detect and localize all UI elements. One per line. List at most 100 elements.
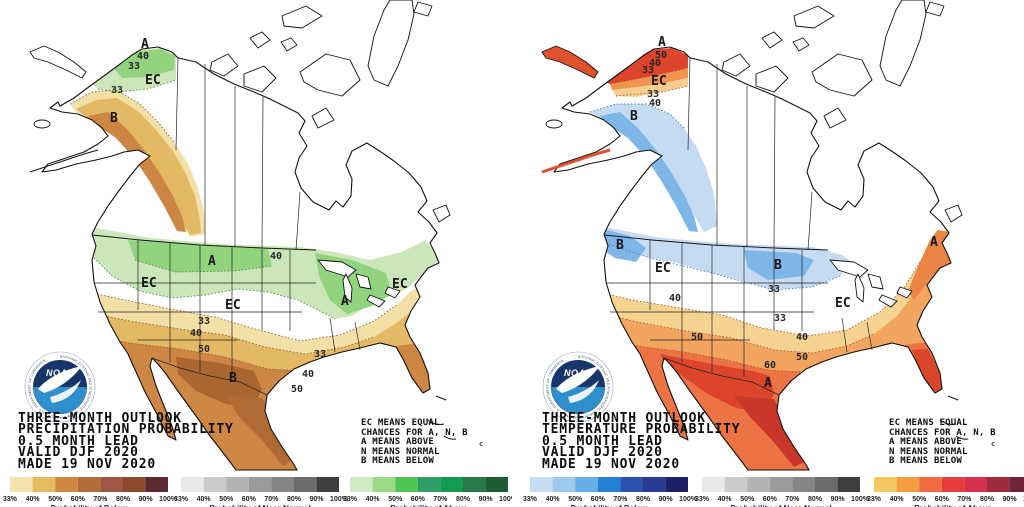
title-line: TEMPERATURE PROBABILITY bbox=[542, 422, 741, 438]
colorbar-tick: 33% bbox=[867, 496, 882, 503]
greenland bbox=[367, 0, 415, 87]
region-label-B: B bbox=[774, 258, 782, 273]
aleutian-chain bbox=[29, 149, 99, 173]
colorbar-tick: 90% bbox=[479, 496, 494, 503]
ak-region-above-core bbox=[112, 49, 175, 78]
contour-label-50: 50 bbox=[691, 332, 703, 343]
colorbar-tick: 80% bbox=[456, 496, 471, 503]
caribbean-islands bbox=[939, 395, 969, 440]
colorbar-tick: 60% bbox=[763, 496, 778, 503]
contour-label-33: 33 bbox=[647, 89, 659, 100]
region-label-A: A bbox=[658, 35, 666, 50]
colorbar-tick: 100% bbox=[330, 496, 349, 503]
noaa-wordmark: NOAA bbox=[46, 368, 75, 378]
interior-borders bbox=[91, 57, 361, 396]
colorbar-tick: 70% bbox=[957, 496, 972, 503]
colorbar-swatch bbox=[271, 477, 294, 492]
title-line: VALID DJF 2020 bbox=[18, 445, 139, 461]
colorbar-tick: 33% bbox=[3, 496, 18, 503]
colorbar-tick: 80% bbox=[980, 496, 995, 503]
region-label-B: B bbox=[110, 111, 118, 126]
title-line: MADE 19 NOV 2020 bbox=[18, 456, 157, 472]
legend-line: N MEANS NORMAL bbox=[361, 446, 440, 457]
colorbar-tick: 50% bbox=[568, 496, 583, 503]
legend-line: CHANCES FOR A, N, B bbox=[361, 427, 468, 438]
colorbar-swatch bbox=[919, 477, 942, 492]
colorbar-swatch bbox=[417, 477, 441, 492]
contour-label-40: 40 bbox=[137, 51, 149, 62]
colorbar-caption: Probability of Near-Normal bbox=[702, 504, 860, 507]
legend-key-block: EC MEANS EQUAL CHANCES FOR A, N, B A MEA… bbox=[361, 418, 468, 467]
temp-map-labels: A 50 40 33 EC 33 40 B B EC B 33 EC 33 40… bbox=[616, 35, 995, 448]
contour-label-33: 33 bbox=[111, 85, 123, 96]
stray-glyph: c bbox=[479, 440, 483, 448]
region-below-core-nd bbox=[744, 250, 814, 280]
great-lakes bbox=[829, 259, 913, 308]
aleutian-chain-warm bbox=[541, 148, 611, 174]
colorbar-swatch bbox=[837, 477, 860, 492]
title-line: 0.5 MONTH LEAD bbox=[18, 433, 139, 449]
colorbar-swatch bbox=[597, 477, 621, 492]
region-label-EC: EC bbox=[392, 277, 408, 292]
colorbar-swatch bbox=[941, 477, 965, 492]
chukotka-warm bbox=[541, 45, 599, 79]
contour-label-40: 40 bbox=[649, 58, 661, 69]
colorbar-swatch bbox=[203, 477, 227, 492]
region-below-core-texas bbox=[176, 357, 262, 407]
colorbar-swatch bbox=[987, 477, 1010, 492]
colorbar-swatch bbox=[769, 477, 793, 492]
title-line: MADE 19 NOV 2020 bbox=[542, 456, 681, 472]
colorbar-swatch bbox=[747, 477, 770, 492]
region-label-EC: EC bbox=[225, 298, 241, 313]
colorbar-tick: 100% bbox=[679, 496, 698, 503]
chukotka bbox=[29, 45, 87, 79]
colorbar-tick: 40% bbox=[366, 496, 381, 503]
contour-label-60: 60 bbox=[764, 360, 776, 371]
ak-region-above-pale bbox=[612, 78, 688, 97]
colorbar-tick: 70% bbox=[613, 496, 628, 503]
islands bbox=[541, 0, 969, 440]
colorbar-caption: Probability of Above bbox=[350, 504, 508, 507]
colorbar-tick: 33% bbox=[174, 496, 189, 503]
contour-label-33: 33 bbox=[642, 65, 654, 76]
region-below-mexico bbox=[225, 395, 293, 466]
colorbar-swatch bbox=[792, 477, 815, 492]
colorbar-swatch bbox=[10, 477, 33, 492]
noaa-logo: NATIONAL OCEANIC AND ATMOSPHERIC ADMINIS… bbox=[24, 351, 96, 423]
colorbar-swatch bbox=[350, 477, 373, 492]
region-label-EC: EC bbox=[651, 74, 667, 89]
colorbar-above: 33% 40% 50% 60% 70% 80% 90% 100% Probabi… bbox=[867, 477, 1024, 507]
colorbar-tick: 50% bbox=[48, 496, 63, 503]
region-above-northeast bbox=[908, 230, 951, 300]
region-above-mexico bbox=[734, 396, 805, 467]
colorbar-below: 33% 40% 50% 60% 70% 80% 90% 100% Probabi… bbox=[523, 477, 698, 507]
caribbean-islands bbox=[427, 395, 457, 440]
colorbar-tick: 50% bbox=[388, 496, 403, 503]
region-label-A: A bbox=[208, 254, 216, 269]
colorbar-swatch bbox=[77, 477, 101, 492]
colorbar-swatch bbox=[702, 477, 725, 492]
colorbar-swatch bbox=[372, 477, 396, 492]
legend-line: EC MEANS EQUAL bbox=[361, 418, 440, 428]
colorbar-above: 33% 40% 50% 60% 70% 80% 90% 100% Probabi… bbox=[343, 477, 512, 507]
contour-label-50: 50 bbox=[198, 344, 210, 355]
colorbar-swatch bbox=[964, 477, 987, 492]
colorbar-swatch bbox=[463, 477, 486, 492]
colorbar-swatch bbox=[724, 477, 748, 492]
colorbar-swatch bbox=[145, 477, 168, 492]
region-label-B: B bbox=[616, 238, 624, 253]
contour-label-50: 50 bbox=[291, 384, 303, 395]
map-title-block: THREE-MONTH OUTLOOK PRECIPITATION PROBAB… bbox=[18, 412, 234, 472]
colorbar-tick: 90% bbox=[139, 496, 154, 503]
colorbar-tick: 70% bbox=[93, 496, 108, 503]
interior-borders bbox=[603, 57, 873, 396]
colorbar-caption: Probability of Above bbox=[874, 504, 1024, 507]
colorbar-tick: 40% bbox=[546, 496, 561, 503]
region-above-florida bbox=[912, 349, 942, 392]
region-label-A: A bbox=[930, 235, 938, 250]
colorbar-swatch bbox=[815, 477, 838, 492]
colorbar-tick: 60% bbox=[242, 496, 257, 503]
legend-line: N MEANS NORMAL bbox=[889, 446, 968, 457]
colorbar-swatch bbox=[440, 477, 463, 492]
colorbar-tick: 90% bbox=[1003, 496, 1018, 503]
